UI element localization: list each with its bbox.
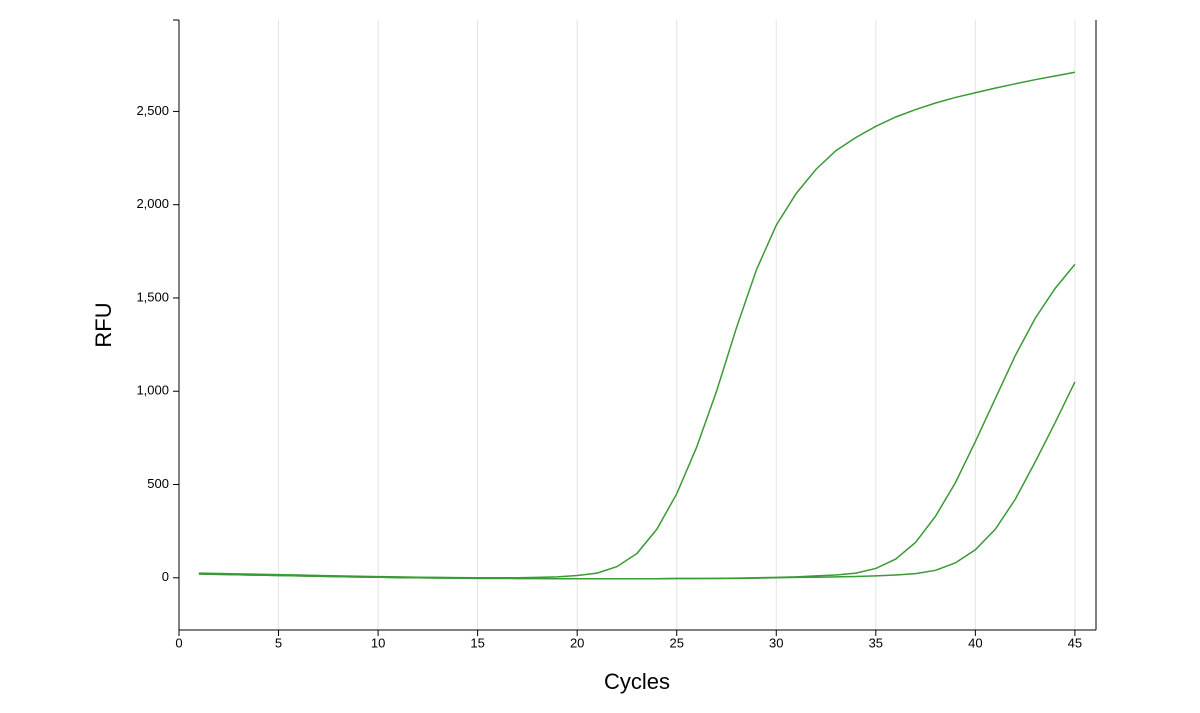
y-tick-label: 1,000 [136,383,169,398]
x-axis-title: Cycles [604,669,670,694]
x-tick-label: 5 [275,635,282,650]
amplification-curve [198,263,1076,580]
x-tick-label: 45 [1068,635,1082,650]
y-tick-label: 2,500 [136,103,169,118]
y-tick-label: 2,000 [136,196,169,211]
x-tick-label: 0 [175,635,182,650]
x-tick-label: 10 [371,635,385,650]
amplification-curve [198,381,1076,580]
x-tick-label: 40 [968,635,982,650]
x-tick-label: 35 [869,635,883,650]
x-tick-label: 25 [669,635,683,650]
x-tick-label: 30 [769,635,783,650]
y-tick-label: 1,500 [136,289,169,304]
x-tick-label: 20 [570,635,584,650]
y-axis-title: RFU [91,302,116,347]
y-tick-label: 500 [147,476,169,491]
x-tick-label: 15 [470,635,484,650]
y-tick-label: 0 [162,569,169,584]
